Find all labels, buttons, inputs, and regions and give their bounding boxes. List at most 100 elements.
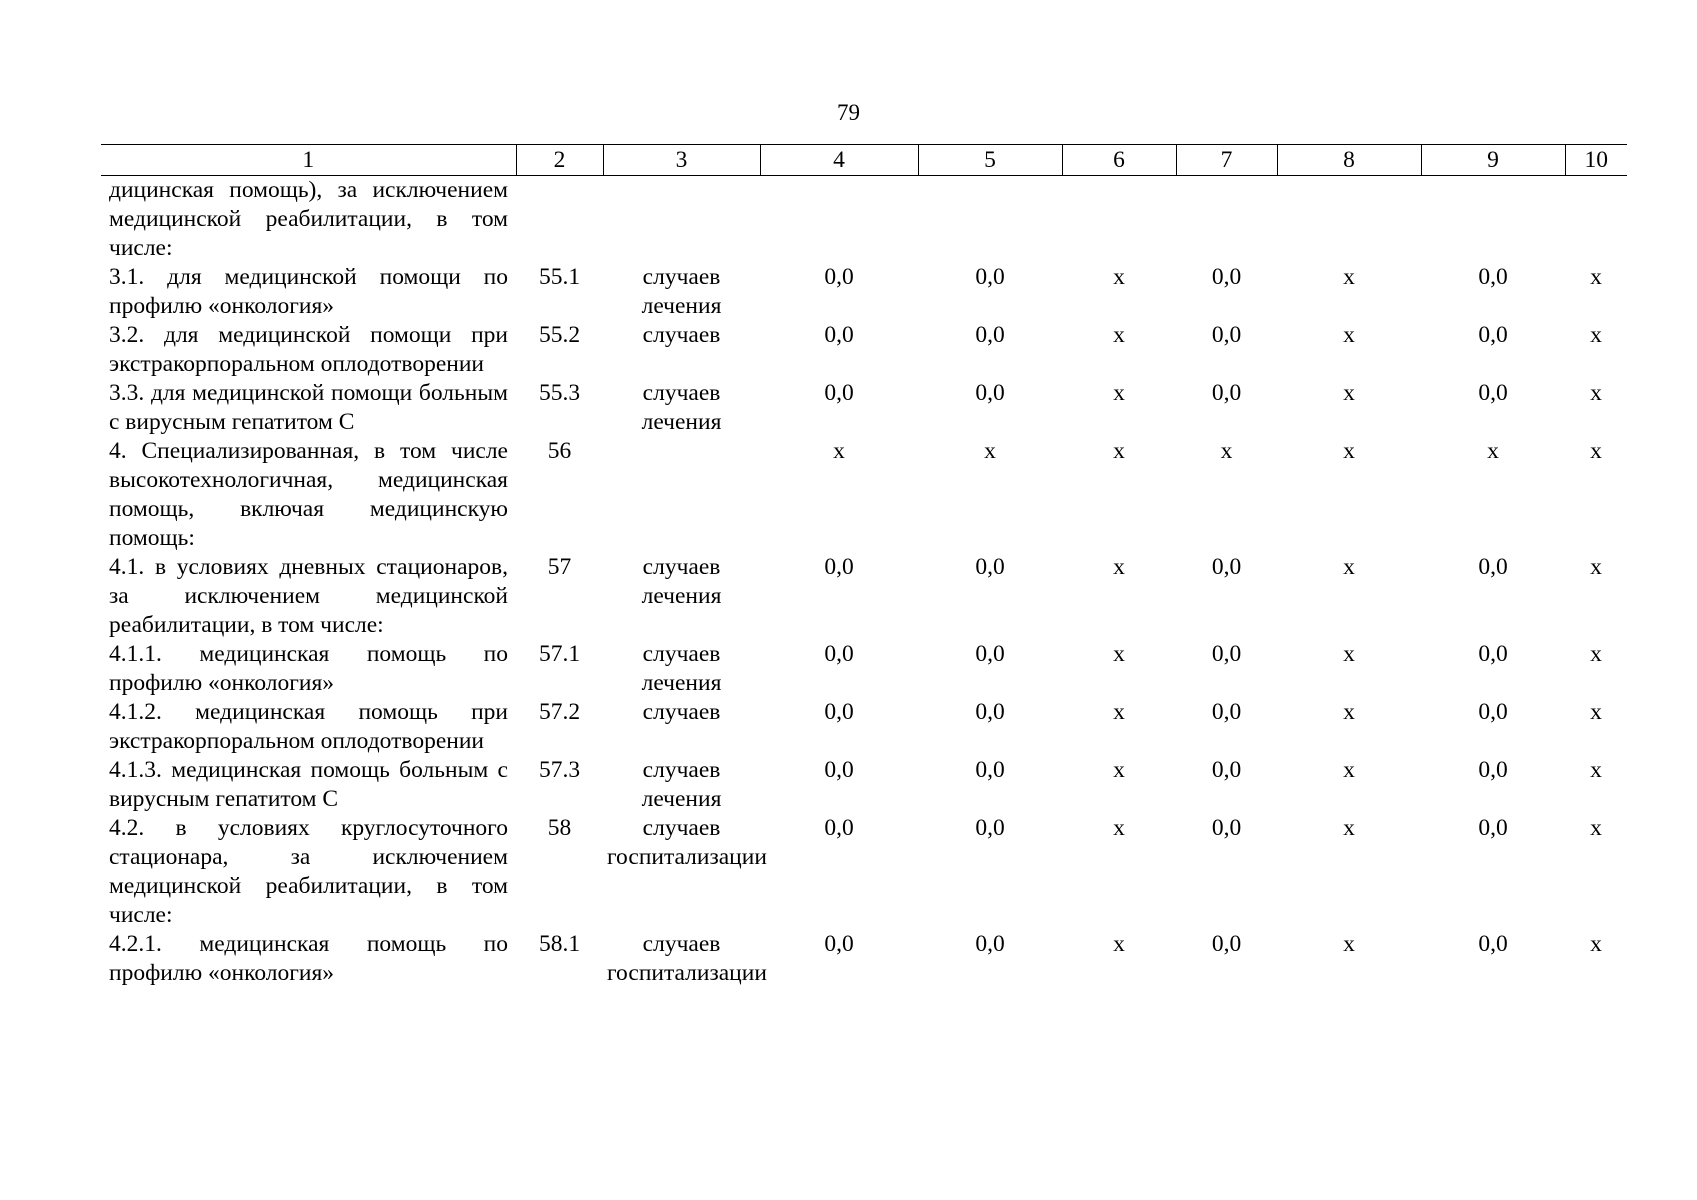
row-value-col4: 0,0 [824,931,854,957]
table-header-row: 1 2 3 4 5 6 7 8 9 10 [101,144,1627,176]
column-header-5: 5 [917,144,1062,176]
row-name: 4.2.1. медицинская помощь по профилю «он… [109,931,508,986]
row-code: 56 [547,438,572,464]
row-value-col8: х [1343,699,1355,725]
row-value-col6: х [1113,757,1125,783]
row-value-col8: х [1343,641,1355,667]
row-value-col10: х [1590,931,1602,957]
row-value-col8: х [1343,322,1355,348]
row-value-col10: х [1590,641,1602,667]
row-value-col9: 0,0 [1478,641,1508,667]
row-code: 57.2 [538,699,581,725]
table-row: 3.3. для медицинской помощи больным с ви… [101,379,1627,437]
row-value-col9: 0,0 [1478,264,1508,290]
row-code: 55.3 [538,380,581,406]
table-row: 4.1.1. медицинская помощь по профилю «он… [101,640,1627,698]
row-value-col6: х [1113,322,1125,348]
row-value-col6 [1062,176,1176,264]
row-value-col5: х [984,438,996,464]
column-header-3: 3 [602,144,760,176]
row-value-col9: х [1487,438,1499,464]
page-number: 79 [837,100,860,125]
table-row: 4.2.1. медицинская помощь по профилю «он… [101,930,1627,988]
row-value-col9: 0,0 [1478,699,1508,725]
row-value-col5 [918,176,1062,264]
row-value-col7: 0,0 [1211,699,1242,725]
column-header-4: 4 [759,144,918,176]
row-unit: случаев лечения [641,641,722,696]
row-value-col7: х [1220,438,1233,464]
row-value-col4: 0,0 [824,322,854,348]
row-value-col6: х [1113,699,1125,725]
row-value-col5: 0,0 [975,380,1005,406]
table-row: 4.1.2. медицинская помощь при экстракорп… [101,698,1627,756]
row-code: 57.3 [538,757,581,783]
table-row: 4.2. в условиях круглосуточного стациона… [101,814,1627,930]
row-value-col5: 0,0 [975,641,1005,667]
row-unit: случаев [642,322,721,348]
table-row: 4.1.3. медицинская помощь больным с виру… [101,756,1627,814]
row-value-col10: х [1590,554,1602,580]
table-row: 3.2. для медицинской помощи при экстрако… [101,321,1627,379]
row-value-col4: х [833,438,845,464]
row-value-col4: 0,0 [824,641,854,667]
column-header-1: 1 [101,144,516,176]
row-value-col10: х [1590,380,1602,406]
column-header-9: 9 [1420,144,1565,176]
row-name: 4.1. в условиях дневных стационаров, за … [109,554,508,638]
row-value-col7: 0,0 [1211,931,1242,957]
row-value-col5: 0,0 [975,757,1005,783]
row-value-col8: х [1343,554,1355,580]
column-header-8: 8 [1276,144,1421,176]
row-value-col9: 0,0 [1478,757,1508,783]
row-value-col7: 0,0 [1211,815,1242,841]
row-value-col5: 0,0 [975,699,1005,725]
row-name: 3.3. для медицинской помощи больным с ви… [109,380,508,435]
row-value-col9: 0,0 [1478,554,1508,580]
row-value-col9: 0,0 [1478,815,1508,841]
row-value-col8: х [1343,380,1355,406]
row-name: 4.1.3. медицинская помощь больным с виру… [109,757,508,812]
row-code: 57 [547,554,572,580]
row-value-col4 [760,176,918,264]
row-value-col10: х [1590,699,1602,725]
table-row: 4. Специализированная, в том числе высок… [101,437,1627,553]
row-unit: случаев госпитализации [607,931,767,986]
column-header-7: 7 [1175,144,1277,176]
row-value-col4: 0,0 [824,264,854,290]
row-value-col8 [1277,176,1421,264]
row-name: 4. Специализированная, в том числе высок… [109,438,508,551]
row-value-col4: 0,0 [824,554,854,580]
row-value-col4: 0,0 [824,815,854,841]
row-value-col9: 0,0 [1478,380,1508,406]
table-row: 4.1. в условиях дневных стационаров, за … [101,553,1627,640]
table-row: дицинская помощь), за исключением медици… [101,176,1627,264]
row-value-col8: х [1343,931,1355,957]
row-code: 55.1 [538,264,581,290]
row-unit: случаев лечения [641,757,722,812]
row-value-col8: х [1343,438,1355,464]
row-value-col7: 0,0 [1211,554,1242,580]
row-value-col6: х [1113,641,1125,667]
row-value-col10: х [1590,757,1602,783]
row-unit: случаев [642,699,721,725]
table-row: 3.1. для медицинской помощи по профилю «… [101,263,1627,321]
row-name: 3.1. для медицинской помощи по профилю «… [109,264,508,319]
row-value-col10: х [1590,438,1602,464]
row-name: 4.2. в условиях круглосуточного стациона… [109,815,508,928]
row-unit: случаев лечения [641,380,722,435]
row-value-col4: 0,0 [824,757,854,783]
row-value-col7: 0,0 [1211,322,1242,348]
column-header-10: 10 [1564,144,1627,176]
row-value-col4: 0,0 [824,380,854,406]
row-value-col10 [1565,176,1627,264]
row-value-col10: х [1590,264,1602,290]
row-value-col7: 0,0 [1211,641,1242,667]
row-value-col7: 0,0 [1211,380,1242,406]
row-code: 58.1 [538,931,581,957]
row-code: 55.2 [538,322,581,348]
row-value-col7: 0,0 [1211,264,1242,290]
column-header-6: 6 [1061,144,1176,176]
row-value-col5: 0,0 [975,815,1005,841]
row-unit: случаев лечения [641,554,722,609]
